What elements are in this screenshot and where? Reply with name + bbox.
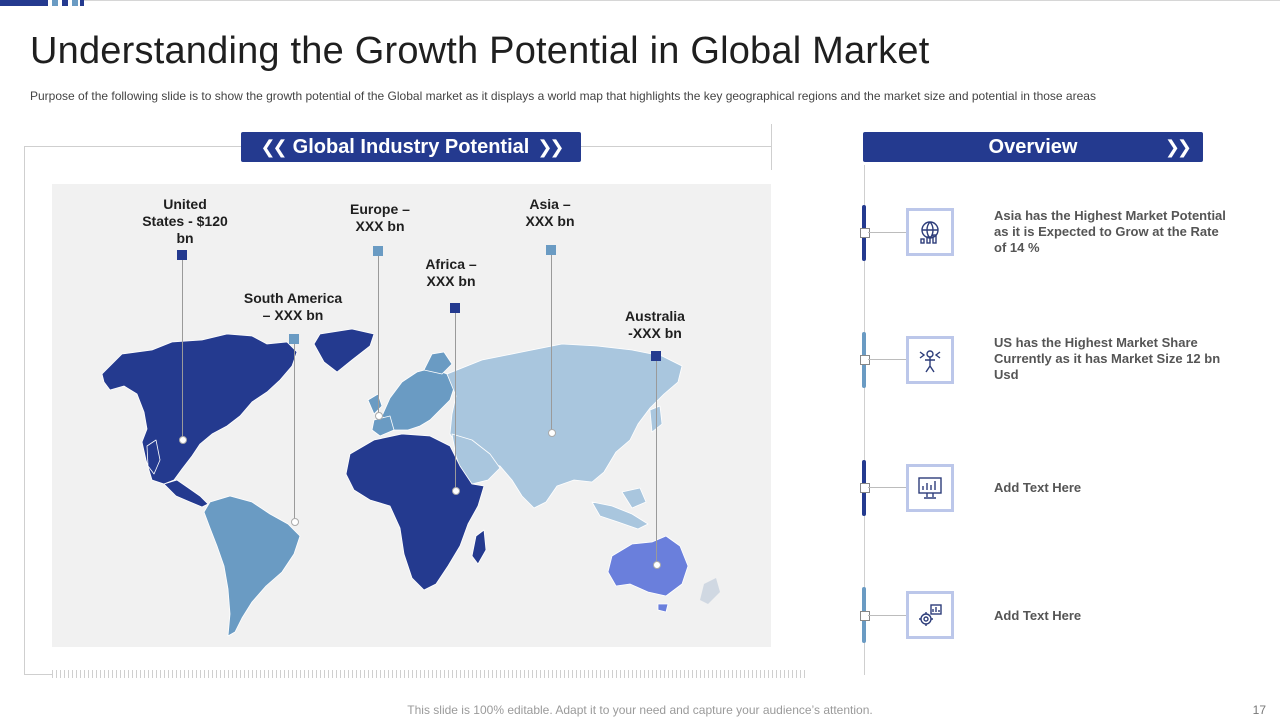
timeline-node-4 [860,611,870,621]
marker-europe [373,246,383,256]
overview-item-2-text: US has the Highest Market Share Currentl… [994,335,1221,382]
marker-united-states [177,250,187,260]
region-label-africa: Africa – XXX bn [425,256,477,289]
page-title: Understanding the Growth Potential in Gl… [30,30,930,72]
timeline-line [864,165,865,675]
north-america-shape [101,333,298,485]
frame-top-right [580,146,771,147]
australia-shape [607,535,689,597]
overview-item-1-text: Asia has the Highest Market Potential as… [994,208,1226,255]
frame-right-tick [771,124,772,170]
chevrons-left-icon: ❮❮ [260,136,287,157]
region-label-asia: Asia – XXX bn [525,196,575,229]
decorative-hatch [52,670,808,678]
global-industry-header: ❮❮ Global Industry Potential ❯❯ [241,132,581,162]
frame-bottom [24,674,52,675]
person-arrows-icon [906,336,954,384]
central-america-shape [163,479,209,508]
monitor-chart-icon [906,464,954,512]
marker-asia [546,245,556,255]
footer-note: This slide is 100% editable. Adapt it to… [407,703,873,717]
frame-top-left [24,146,242,147]
overview-item-3-text: Add Text Here [994,480,1082,495]
chevrons-right-icon: ❯❯ [537,136,564,157]
region-label-australia: Australia -XXX bn [625,308,685,341]
marker-south-america [289,334,299,344]
south-america-shape [203,495,301,637]
timeline-node-1 [860,228,870,238]
timeline-node-3 [860,483,870,493]
africa-shape [345,433,485,591]
chevrons-right-icon: ❯❯ [1164,136,1192,157]
region-label-united-states: United States - $120 bn [142,196,228,246]
overview-item-4-text: Add Text Here [994,608,1082,623]
timeline-node-2 [860,355,870,365]
asia-shape [446,343,683,509]
page-number: 17 [1252,703,1266,717]
greenland-shape [313,328,375,373]
marker-australia [651,351,661,361]
analytics-gear-icon [906,591,954,639]
region-label-europe: Europe – XXX bn [350,201,410,234]
page-subtitle: Purpose of the following slide is to sho… [30,89,1096,103]
top-divider [84,0,1280,1]
region-label-south-america: South America – XXX bn [243,290,343,323]
frame-left [24,146,25,675]
europe-shape [381,367,455,431]
globe-chart-icon [906,208,954,256]
marker-africa [450,303,460,313]
top-accent-bar [0,0,84,6]
madagascar-shape [471,529,487,565]
overview-header: Overview ❯❯ [863,132,1203,162]
world-map [101,328,720,637]
